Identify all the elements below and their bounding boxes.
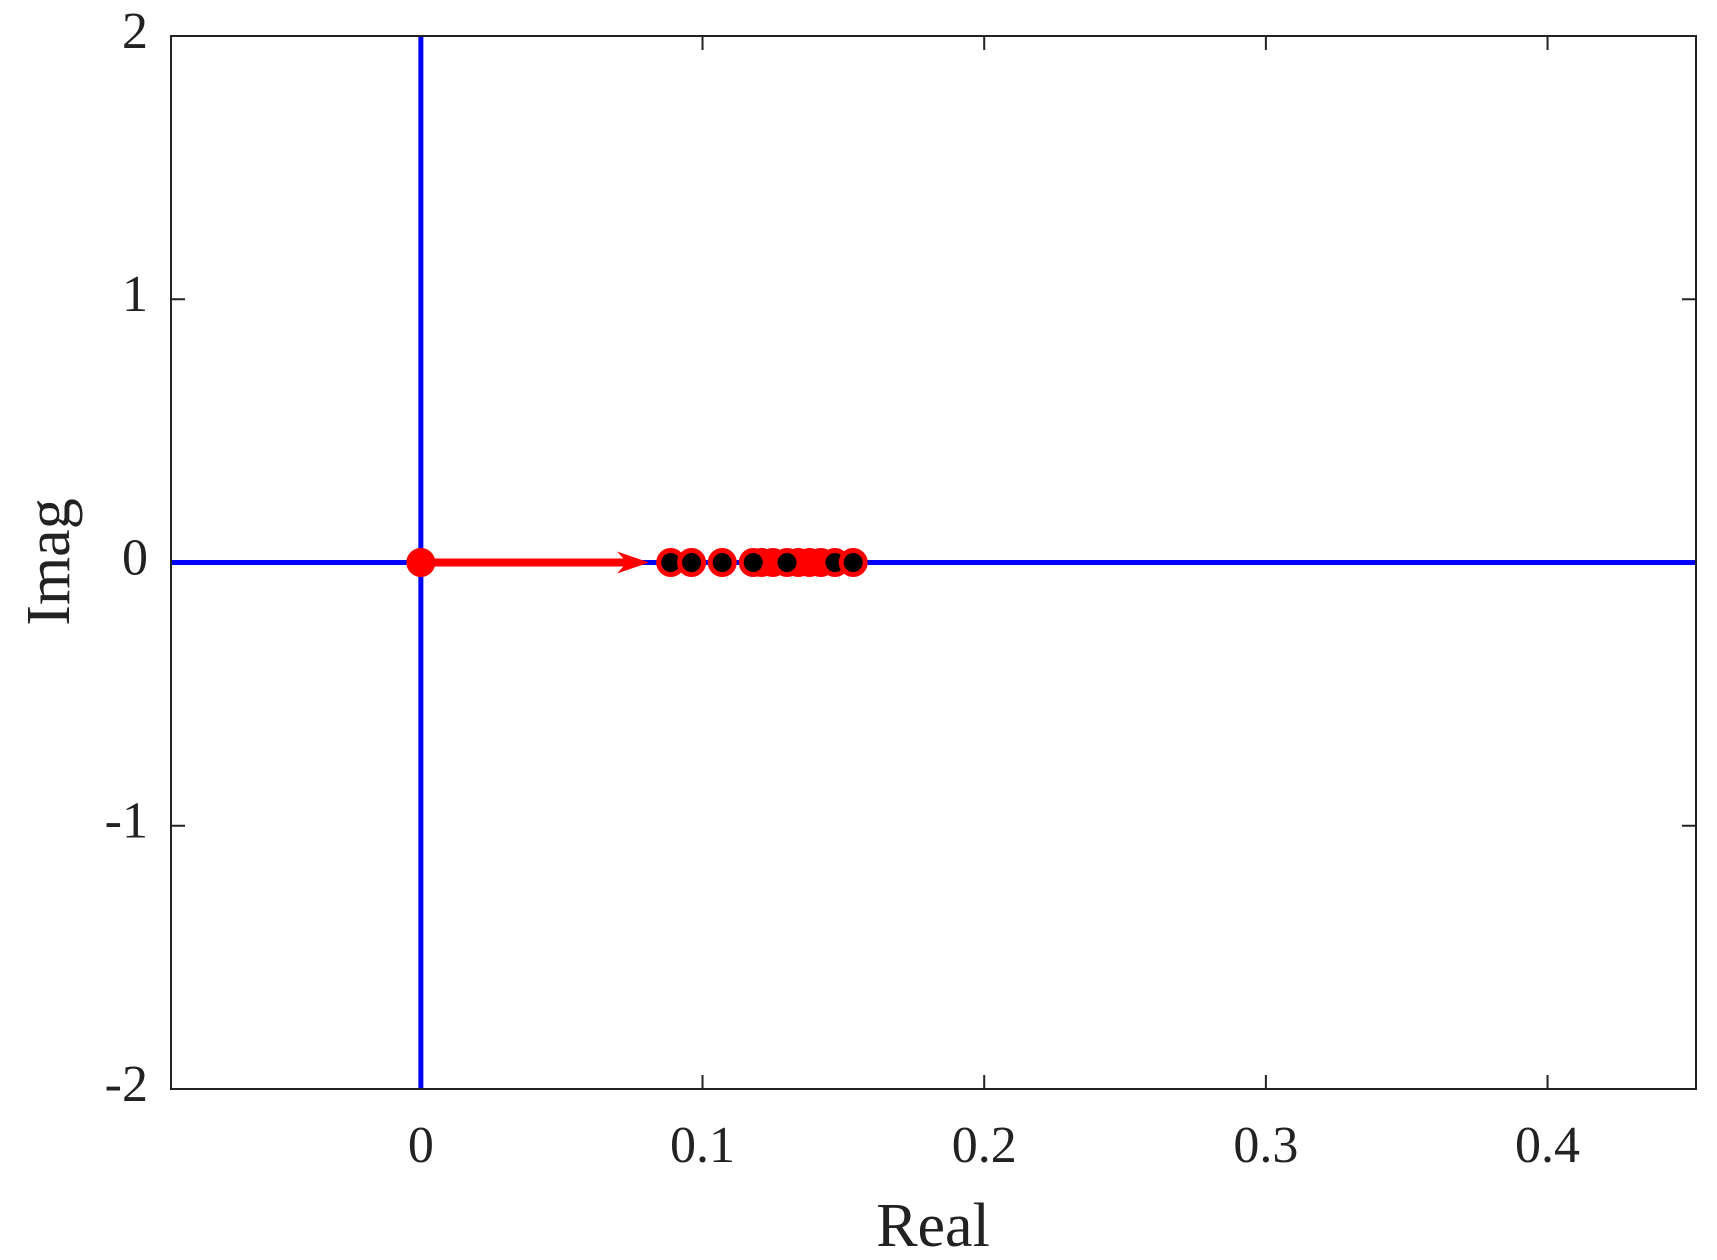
y-tick-label: 2 — [122, 3, 148, 60]
point — [406, 548, 436, 577]
point — [707, 548, 737, 577]
y-tick-label: -1 — [105, 793, 148, 850]
y-tick-label: 1 — [122, 266, 148, 323]
x-tick-label: 0.1 — [670, 1117, 735, 1174]
y-tick-label: 0 — [122, 529, 148, 586]
y-axis-label: Imag — [15, 498, 83, 625]
arrow-head — [617, 551, 650, 574]
point — [738, 548, 768, 577]
plot-frame — [170, 35, 1697, 1090]
y-tick-label: -2 — [105, 1056, 148, 1113]
point — [838, 548, 868, 577]
point — [772, 548, 802, 577]
x-tick-label: 0.3 — [1233, 1117, 1298, 1174]
x-tick-label: 0 — [408, 1117, 434, 1174]
x-tick-label: 0.4 — [1515, 1117, 1580, 1174]
x-axis-label: Real — [876, 1192, 990, 1260]
x-tick-label: 0.2 — [952, 1117, 1017, 1174]
point — [677, 548, 707, 577]
